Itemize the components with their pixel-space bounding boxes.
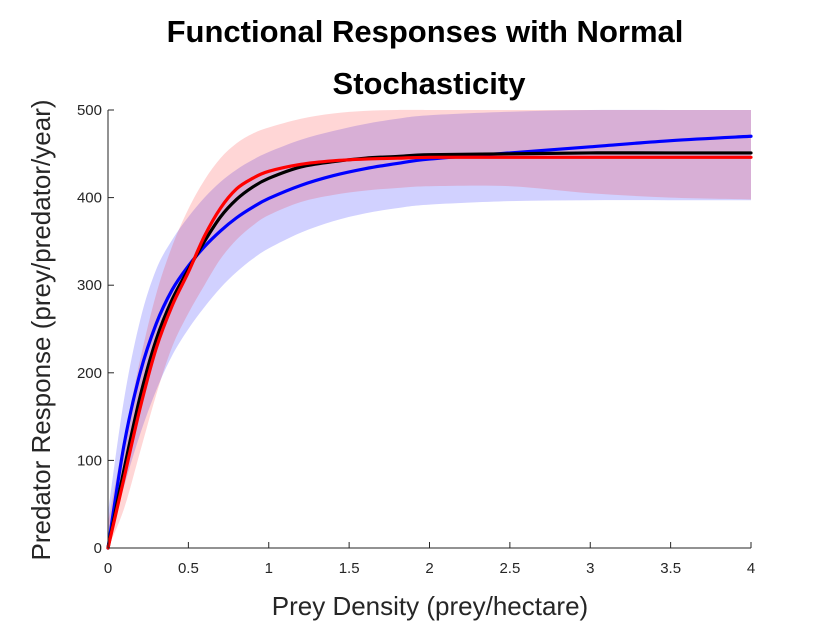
y-tick-label: 0 (94, 540, 102, 557)
x-tick-label: 1 (265, 560, 273, 577)
x-tick-label: 0.5 (178, 560, 199, 577)
chart-title: Functional Responses with Normal Stochas… (167, 14, 684, 101)
blue-band (108, 109, 751, 549)
y-tick-label: 400 (77, 190, 102, 207)
x-tick-label: 2 (425, 560, 433, 577)
y-axis-label: Predator Response (prey/predator/year) (26, 99, 56, 560)
x-tick-label: 4 (747, 560, 755, 577)
series-line-red (106, 155, 753, 550)
y-tick-label: 500 (77, 102, 102, 119)
x-tick-label: 1.5 (339, 560, 360, 577)
series-lines (106, 134, 753, 550)
x-tick-label: 3 (586, 560, 594, 577)
x-axis-label: Prey Density (prey/hectare) (272, 591, 588, 621)
x-tick-label: 0 (104, 560, 112, 577)
y-tick-label: 100 (77, 452, 102, 469)
chart-title-line-2: Stochasticity (333, 66, 527, 101)
y-tick-label: 300 (77, 277, 102, 294)
series-line-black (106, 151, 753, 550)
y-tick-label: 200 (77, 365, 102, 382)
plot-area (106, 109, 753, 550)
confidence-bands (108, 109, 751, 549)
axes: 0 0.5 1 1.5 2 2.5 3 3.5 4 0 100 200 300 400 500 (77, 102, 755, 577)
chart-title-line-1: Functional Responses with Normal (167, 14, 684, 49)
x-tick-label: 3.5 (660, 560, 681, 577)
x-tick-label: 2.5 (499, 560, 520, 577)
red-band (108, 109, 751, 548)
